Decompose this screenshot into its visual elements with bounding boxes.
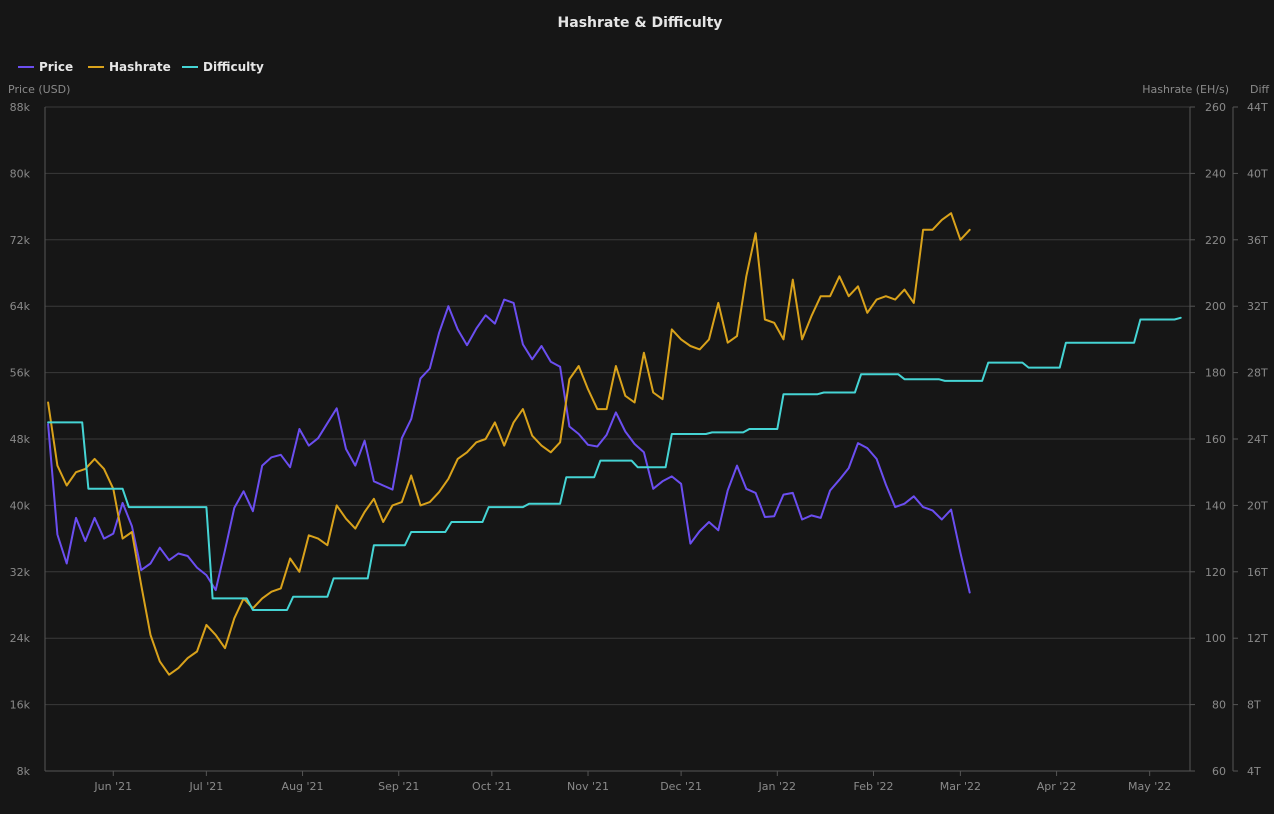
price-tick-label: 56k bbox=[10, 367, 31, 380]
x-tick-label: Apr '22 bbox=[1037, 780, 1077, 793]
price-tick-label: 32k bbox=[10, 566, 31, 579]
series-line-difficulty bbox=[47, 316, 1182, 611]
hashrate-tick-label: 160 bbox=[1205, 433, 1226, 446]
hashrate-tick-label: 240 bbox=[1205, 167, 1226, 180]
hashrate-tick-label: 80 bbox=[1212, 699, 1226, 712]
x-tick-label: Dec '21 bbox=[660, 780, 702, 793]
difficulty-tick-label: 36T bbox=[1247, 234, 1268, 247]
difficulty-tick-label: 16T bbox=[1247, 566, 1268, 579]
x-tick-label: Jul '21 bbox=[188, 780, 223, 793]
x-tick-label: Feb '22 bbox=[853, 780, 893, 793]
legend-label-difficulty: Difficulty bbox=[203, 60, 264, 74]
grid-lines bbox=[45, 106, 1190, 772]
price-axis-title: Price (USD) bbox=[8, 83, 70, 96]
legend-item-difficulty[interactable]: Difficulty bbox=[182, 60, 264, 74]
difficulty-tick-label: 40T bbox=[1247, 167, 1268, 180]
legend-label-hashrate: Hashrate bbox=[109, 60, 171, 74]
price-tick-label: 40k bbox=[10, 499, 31, 512]
x-tick-label: May '22 bbox=[1128, 780, 1171, 793]
hashrate-tick-label: 140 bbox=[1205, 499, 1226, 512]
price-tick-label: 48k bbox=[10, 433, 31, 446]
x-tick-label: Nov '21 bbox=[567, 780, 609, 793]
price-tick-label: 64k bbox=[10, 300, 31, 313]
hashrate-axis-ticks: 60 80 100 120 140 160 180 200 220 240 260 bbox=[1190, 101, 1226, 778]
hashrate-tick-label: 100 bbox=[1205, 632, 1226, 645]
hashrate-tick-label: 220 bbox=[1205, 234, 1226, 247]
difficulty-tick-label: 4T bbox=[1247, 765, 1261, 778]
price-tick-label: 24k bbox=[10, 632, 31, 645]
hashrate-tick-label: 260 bbox=[1205, 101, 1226, 114]
price-tick-label: 80k bbox=[10, 167, 31, 180]
x-tick-label: Sep '21 bbox=[378, 780, 419, 793]
legend-item-price[interactable]: Price bbox=[18, 60, 73, 74]
series-line-hashrate bbox=[47, 212, 971, 676]
difficulty-tick-label: 24T bbox=[1247, 433, 1268, 446]
series-line-price bbox=[47, 298, 971, 594]
x-tick-label: Mar '22 bbox=[940, 780, 981, 793]
chart-title: Hashrate & Difficulty bbox=[558, 15, 723, 31]
difficulty-tick-label: 20T bbox=[1247, 499, 1268, 512]
difficulty-tick-label: 44T bbox=[1247, 101, 1268, 114]
price-tick-label: 72k bbox=[10, 234, 31, 247]
price-axis-ticks: 8k 16k 24k 32k 40k 48k 56k 64k 72k 80k 88k bbox=[10, 101, 31, 778]
legend-item-hashrate[interactable]: Hashrate bbox=[88, 60, 171, 74]
x-tick-label: Aug '21 bbox=[282, 780, 324, 793]
difficulty-tick-label: 8T bbox=[1247, 699, 1261, 712]
series-lines bbox=[47, 212, 1182, 676]
x-tick-label: Oct '21 bbox=[472, 780, 512, 793]
difficulty-tick-label: 12T bbox=[1247, 632, 1268, 645]
difficulty-tick-label: 28T bbox=[1247, 367, 1268, 380]
price-tick-label: 88k bbox=[10, 101, 31, 114]
difficulty-axis-title: Diff bbox=[1250, 83, 1270, 96]
hashrate-tick-label: 60 bbox=[1212, 765, 1226, 778]
hashrate-tick-label: 120 bbox=[1205, 566, 1226, 579]
x-tick-label: Jan '22 bbox=[758, 780, 796, 793]
hashrate-tick-label: 200 bbox=[1205, 300, 1226, 313]
legend-label-price: Price bbox=[39, 60, 73, 74]
difficulty-tick-label: 32T bbox=[1247, 300, 1268, 313]
hashrate-tick-label: 180 bbox=[1205, 367, 1226, 380]
price-tick-label: 16k bbox=[10, 699, 31, 712]
x-axis-ticks: Jun '21 Jul '21 Aug '21 Sep '21 Oct '21 Nov '… bbox=[93, 771, 1171, 793]
price-tick-label: 8k bbox=[17, 765, 31, 778]
x-tick-label: Jun '21 bbox=[93, 780, 132, 793]
legend[interactable]: Price Hashrate Difficulty bbox=[18, 60, 264, 74]
difficulty-axis-ticks: 4T 8T 12T 16T 20T 24T 28T 32T 36T 40T 44T bbox=[1233, 101, 1268, 778]
hashrate-axis-title: Hashrate (EH/s) bbox=[1142, 83, 1229, 96]
